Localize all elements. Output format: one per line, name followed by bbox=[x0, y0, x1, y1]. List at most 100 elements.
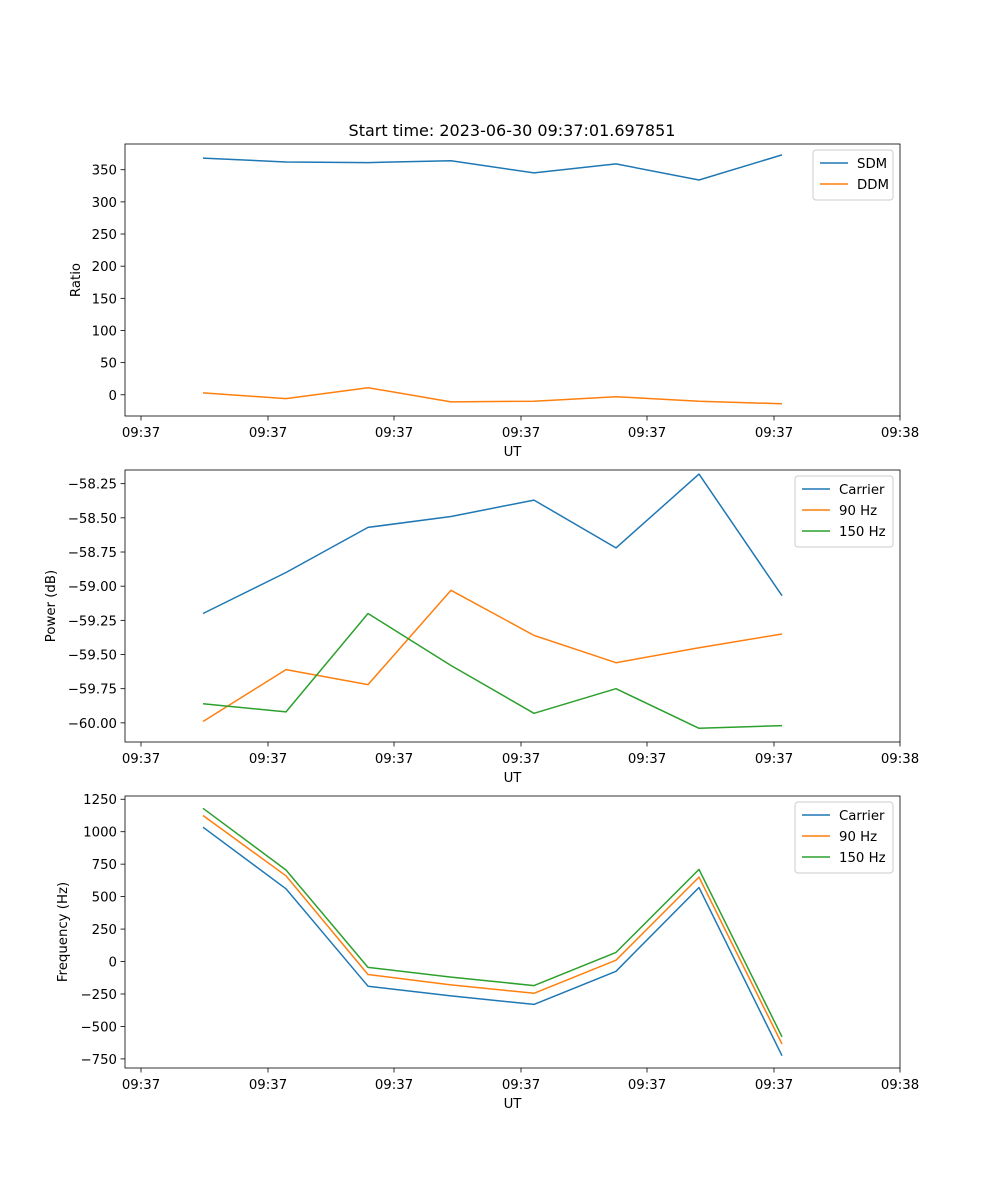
y-tick-label: 1000 bbox=[83, 826, 117, 841]
x-tick-label: 09:37 bbox=[375, 752, 413, 767]
y-tick-label: −58.25 bbox=[68, 478, 117, 493]
x-tick-label: 09:37 bbox=[249, 426, 287, 441]
data-point bbox=[367, 684, 369, 686]
data-point bbox=[781, 154, 783, 156]
legend-entry: DDM bbox=[857, 178, 889, 193]
data-point bbox=[202, 613, 204, 615]
data-point bbox=[367, 985, 369, 987]
data-point bbox=[533, 172, 535, 174]
data-point bbox=[781, 725, 783, 727]
data-point bbox=[285, 161, 287, 163]
data-point bbox=[285, 888, 287, 890]
y-tick-label: −59.25 bbox=[68, 614, 117, 629]
y-tick-label: 200 bbox=[92, 260, 117, 275]
y-tick-label: −59.50 bbox=[68, 649, 117, 664]
legend-entry: 90 Hz bbox=[839, 830, 877, 845]
data-point bbox=[367, 162, 369, 164]
x-tick-label: 09:37 bbox=[502, 752, 540, 767]
legend-entry: 150 Hz bbox=[839, 525, 886, 540]
data-point bbox=[698, 887, 700, 889]
data-point bbox=[367, 613, 369, 615]
data-point bbox=[615, 952, 617, 954]
y-tick-label: −250 bbox=[80, 988, 117, 1003]
x-tick-label: 09:38 bbox=[881, 426, 919, 441]
chart-panel-3: 09:37 09:37 09:37 09:37 09:37 09:37 09:38 −750 −… bbox=[56, 793, 919, 1112]
data-point bbox=[285, 875, 287, 877]
y-axis-label: Power (dB) bbox=[44, 570, 59, 642]
data-point bbox=[533, 985, 535, 987]
y-tick-label: 750 bbox=[92, 858, 117, 873]
data-point bbox=[450, 665, 452, 667]
x-tick-label: 09:37 bbox=[628, 752, 666, 767]
y-tick-label: 300 bbox=[92, 196, 117, 211]
y-tick-label: 0 bbox=[109, 956, 117, 971]
data-point bbox=[202, 808, 204, 810]
legend-entry: 90 Hz bbox=[839, 504, 877, 519]
chart-panel-1: 09:37 09:37 09:37 09:37 09:37 09:37 09:38 0 50 10… bbox=[69, 143, 919, 460]
x-tick-label: 09:37 bbox=[502, 1078, 540, 1093]
data-point bbox=[698, 647, 700, 649]
legend-box bbox=[794, 801, 894, 874]
y-tick-label: −500 bbox=[80, 1020, 117, 1035]
data-point bbox=[615, 163, 617, 165]
series-line bbox=[202, 473, 783, 615]
data-point bbox=[202, 815, 204, 817]
data-point bbox=[615, 662, 617, 664]
x-tick-label: 09:37 bbox=[122, 752, 160, 767]
data-point bbox=[615, 959, 617, 961]
y-tick-label: 150 bbox=[92, 292, 117, 307]
data-point bbox=[533, 993, 535, 995]
x-tick-label: 09:37 bbox=[375, 1078, 413, 1093]
data-point bbox=[533, 635, 535, 637]
legend: Carrier 90 Hz 150 Hz bbox=[794, 801, 894, 874]
data-point bbox=[615, 396, 617, 398]
data-point bbox=[533, 1004, 535, 1006]
data-point bbox=[450, 516, 452, 518]
data-point bbox=[615, 688, 617, 690]
data-point bbox=[285, 869, 287, 871]
data-point bbox=[285, 572, 287, 574]
series-line bbox=[202, 386, 783, 405]
y-tick-label: −59.00 bbox=[68, 580, 117, 595]
y-tick-label: 250 bbox=[92, 228, 117, 243]
y-tick-label: −58.75 bbox=[68, 546, 117, 561]
data-point bbox=[367, 974, 369, 976]
series-line bbox=[202, 807, 783, 1038]
chart-panel-2: 09:37 09:37 09:37 09:37 09:37 09:37 09:38 −60.0… bbox=[44, 469, 919, 786]
data-point bbox=[781, 633, 783, 635]
axes-frame bbox=[124, 469, 901, 743]
data-point bbox=[781, 403, 783, 405]
data-point bbox=[450, 401, 452, 403]
data-point bbox=[533, 400, 535, 402]
y-tick-label: −750 bbox=[80, 1053, 117, 1068]
x-tick-label: 09:37 bbox=[755, 426, 793, 441]
legend-entry: Carrier bbox=[839, 483, 885, 498]
series-line bbox=[202, 154, 783, 181]
y-axis-label: Frequency (Hz) bbox=[56, 882, 71, 982]
series-line bbox=[202, 612, 783, 730]
data-point bbox=[533, 499, 535, 501]
y-tick-label: −59.75 bbox=[68, 683, 117, 698]
data-point bbox=[781, 1043, 783, 1045]
data-point bbox=[781, 595, 783, 597]
y-tick-label: 50 bbox=[100, 357, 117, 372]
x-tick-label: 09:37 bbox=[502, 426, 540, 441]
data-point bbox=[698, 728, 700, 730]
data-point bbox=[367, 967, 369, 969]
y-tick-label: −60.00 bbox=[68, 717, 117, 732]
data-point bbox=[285, 669, 287, 671]
data-point bbox=[202, 157, 204, 159]
legend-box bbox=[794, 475, 894, 548]
legend-entry: 150 Hz bbox=[839, 851, 886, 866]
x-axis-label: UT bbox=[504, 771, 523, 786]
x-tick-label: 09:37 bbox=[122, 1078, 160, 1093]
x-tick-label: 09:37 bbox=[628, 426, 666, 441]
y-tick-label: 500 bbox=[92, 891, 117, 906]
x-tick-label: 09:37 bbox=[375, 426, 413, 441]
data-point bbox=[285, 711, 287, 713]
y-tick-label: −58.50 bbox=[68, 512, 117, 527]
y-tick-label: 250 bbox=[92, 923, 117, 938]
x-tick-label: 09:37 bbox=[755, 752, 793, 767]
y-tick-label: 100 bbox=[92, 324, 117, 339]
